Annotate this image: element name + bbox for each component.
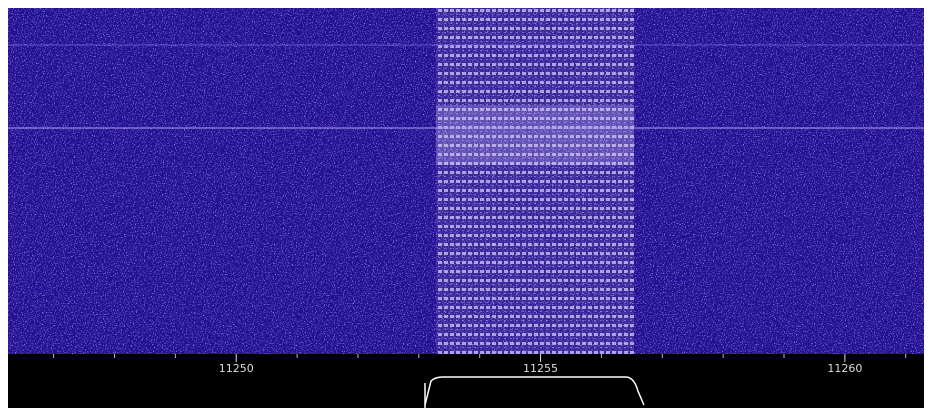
waterfall-view: 11250 11255 11260 bbox=[0, 0, 934, 416]
page: 112501125511260 (() => { const data = JS… bbox=[0, 0, 934, 416]
tick-label: 11255 bbox=[523, 362, 558, 375]
tick-label: 11250 bbox=[219, 362, 254, 375]
waterfall-noise bbox=[8, 8, 924, 354]
frequency-scale bbox=[8, 354, 924, 408]
tick-label: 11260 bbox=[827, 362, 862, 375]
